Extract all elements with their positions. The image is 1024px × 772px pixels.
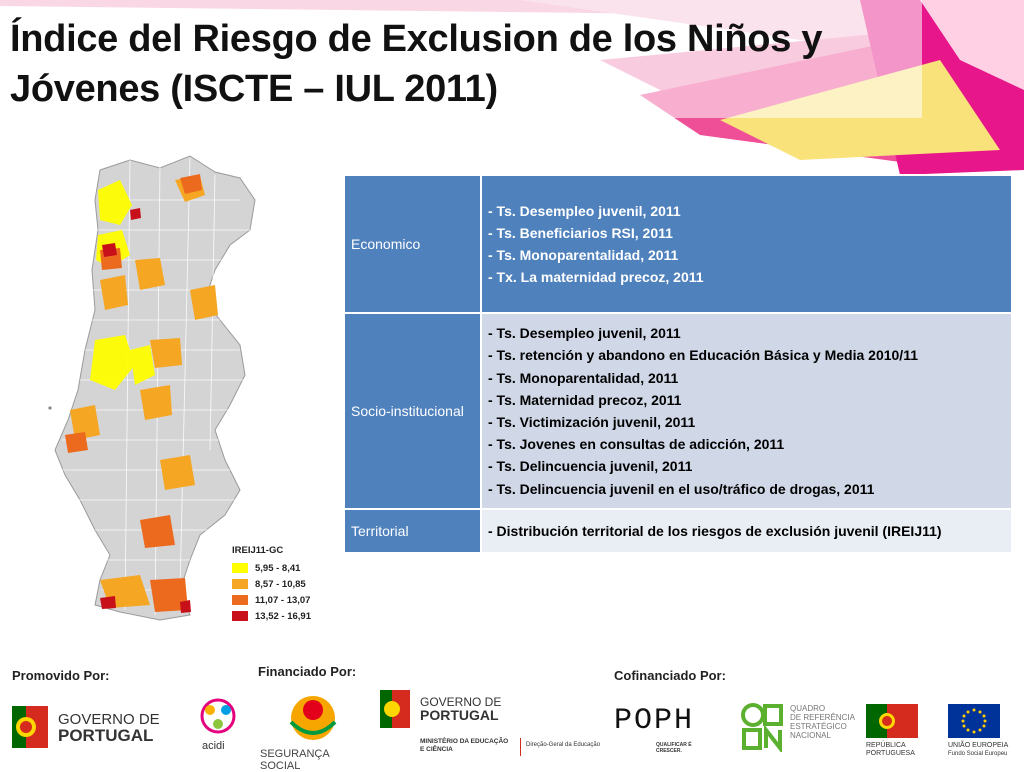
indicator-item: - Ts. retención y abandono en Educación … bbox=[488, 347, 919, 364]
financiado-label: Financiado Por: bbox=[258, 664, 357, 679]
indicator-item: - Ts. Victimización juvenil, 2011 bbox=[488, 414, 696, 430]
logo-text: UNIÃO EUROPEIA bbox=[948, 742, 1009, 749]
category-cell: Socio-institucional bbox=[343, 312, 482, 510]
indicator-item: - Ts. Delincuencia juvenil, 2011 bbox=[488, 458, 693, 475]
qren-emblem-icon bbox=[741, 703, 783, 754]
legend-swatch bbox=[232, 563, 248, 573]
seguranca-social-emblem-icon bbox=[289, 696, 337, 740]
governo-ministerio-logo: GOVERNO DE PORTUGAL MINISTÉRIO DA EDUCAÇ… bbox=[380, 690, 610, 760]
indicators-table: Economico - Ts. Desempleo juvenil, 2011 … bbox=[343, 174, 1013, 554]
logo-text: MINISTÉRIO DA EDUCAÇÃO bbox=[420, 738, 509, 745]
logo-text: NACIONAL bbox=[790, 731, 831, 740]
seguranca-social-logo: SEGURANÇA SOCIAL bbox=[258, 688, 368, 772]
legend-entry: 11,07 - 13,07 bbox=[232, 593, 311, 607]
legend-swatch bbox=[232, 579, 248, 589]
logo-text: SEGURANÇA SOCIAL bbox=[260, 748, 330, 772]
eu-flag-icon bbox=[948, 704, 1000, 738]
governo-portugal-logo: GOVERNO DE PORTUGAL bbox=[12, 704, 162, 750]
legend-swatch bbox=[232, 611, 248, 621]
portugal-risk-map bbox=[40, 150, 330, 630]
indicator-item: - Distribución territorial de los riesgo… bbox=[488, 522, 942, 539]
logo-text: PORTUGAL bbox=[58, 726, 154, 745]
indicator-item: - Ts. Desempleo juvenil, 2011 bbox=[488, 203, 681, 219]
indicator-item: - Ts. Monoparentalidad, 2011 bbox=[488, 369, 679, 386]
logo-text: ESTRATÉGICO bbox=[790, 722, 847, 731]
map-graphic bbox=[48, 155, 256, 621]
legend-label: 11,07 - 13,07 bbox=[255, 594, 311, 606]
promovido-label: Promovido Por: bbox=[12, 668, 110, 683]
category-cell: Economico bbox=[343, 174, 482, 314]
republica-portuguesa-logo: REPÚBLICA PORTUGUESA bbox=[866, 704, 926, 760]
legend-label: 13,52 - 16,91 bbox=[255, 610, 311, 622]
indicator-item: - Ts. Desempleo juvenil, 2011 bbox=[488, 325, 681, 342]
indicators-cell: - Distribución territorial de los riesgo… bbox=[480, 508, 1013, 554]
indicator-item: - Tx. La maternidad precoz, 2011 bbox=[488, 269, 704, 285]
indicators-cell: - Ts. Desempleo juvenil, 2011 - Ts. Bene… bbox=[480, 174, 1013, 314]
logo-text: QUADRO bbox=[790, 704, 826, 713]
indicator-item: - Ts. Monoparentalidad, 2011 bbox=[488, 247, 679, 263]
category-cell: Territorial bbox=[343, 508, 482, 554]
logo-text: PORTUGUESA bbox=[866, 750, 915, 757]
acidi-logo: acidi bbox=[188, 694, 248, 758]
indicator-item: - Ts. Jovenes en consultas de adicción, … bbox=[488, 436, 785, 453]
poph-logo: POPH QUALIFICAR É CRESCER. bbox=[614, 704, 714, 754]
logo-text: GOVERNO DE bbox=[58, 711, 160, 728]
logo-text: PORTUGAL bbox=[420, 707, 499, 723]
legend-entry: 5,95 - 8,41 bbox=[232, 561, 311, 575]
logo-text: DE REFERÊNCIA bbox=[790, 713, 855, 722]
indicator-item: - Ts. Delincuencia juvenil en el uso/trá… bbox=[488, 480, 875, 497]
logo-text: E CIÊNCIA bbox=[420, 746, 453, 753]
table-row: Territorial - Distribución territorial d… bbox=[343, 508, 1013, 554]
table-row: Economico - Ts. Desempleo juvenil, 2011 … bbox=[343, 174, 1013, 314]
indicators-cell: - Ts. Desempleo juvenil, 2011 - Ts. rete… bbox=[480, 312, 1013, 510]
legend-label: 5,95 - 8,41 bbox=[255, 562, 301, 574]
legend-title: IREIJ11-GC bbox=[232, 545, 284, 556]
cofinanciado-label: Cofinanciado Por: bbox=[614, 668, 726, 683]
portugal-emblem-icon bbox=[12, 706, 48, 748]
logo-text: QUALIFICAR É CRESCER. bbox=[656, 742, 692, 754]
logo-text: Fundo Social Europeu bbox=[948, 751, 1008, 757]
uniao-europeia-logo: UNIÃO EUROPEIA Fundo Social Europeu bbox=[948, 704, 1018, 760]
legend-label: 8,57 - 10,85 bbox=[255, 578, 306, 590]
qren-logo: QUADRO DE REFERÊNCIA ESTRATÉGICO NACIONA… bbox=[740, 702, 860, 756]
map-legend: IREIJ11-GC 5,95 - 8,41 8,57 - 10,85 11,0… bbox=[232, 545, 311, 625]
logo-text: POPH bbox=[614, 704, 695, 738]
portugal-flag-icon bbox=[866, 704, 918, 738]
legend-entry: 13,52 - 16,91 bbox=[232, 609, 311, 623]
legend-entry: 8,57 - 10,85 bbox=[232, 577, 311, 591]
portugal-emblem-icon bbox=[380, 690, 410, 728]
legend-swatch bbox=[232, 595, 248, 605]
page-title: Índice del Riesgo de Exclusion de los Ni… bbox=[10, 18, 823, 110]
logo-text: GOVERNO DE bbox=[420, 695, 502, 709]
indicator-item: - Ts. Maternidad precoz, 2011 bbox=[488, 391, 682, 408]
table-row: Socio-institucional - Ts. Desempleo juve… bbox=[343, 312, 1013, 510]
hands-icon bbox=[200, 698, 236, 734]
logo-text: Direção-Geral da Educação bbox=[526, 742, 601, 748]
logo-text: acidi bbox=[202, 740, 225, 752]
logo-text: REPÚBLICA bbox=[866, 742, 906, 749]
indicator-item: - Ts. Beneficiarios RSI, 2011 bbox=[488, 225, 673, 241]
